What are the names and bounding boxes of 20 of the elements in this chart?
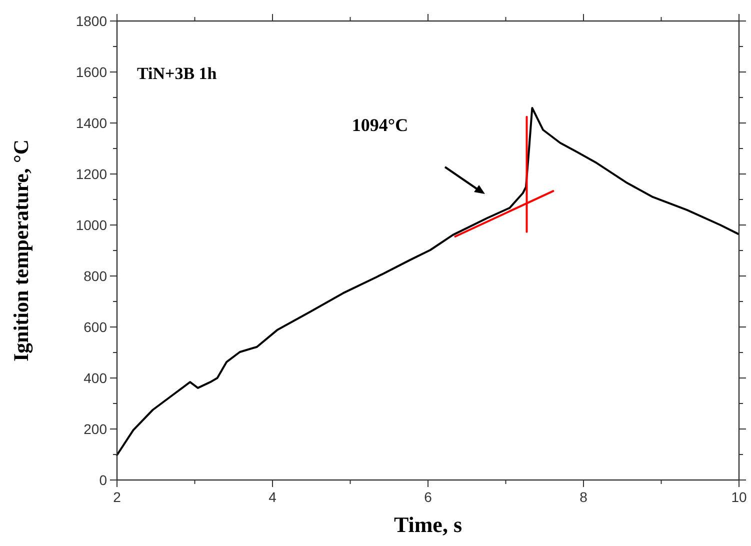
x-tick-label: 10 [731, 489, 747, 505]
y-tick-label: 400 [84, 370, 108, 386]
y-axis-title: Ignition temperature, °C [9, 139, 33, 362]
annotation: 1094°C [352, 115, 408, 135]
annotation: TiN+3B 1h [137, 64, 218, 83]
y-tick-label: 1600 [76, 64, 108, 80]
y-tick-label: 1200 [76, 166, 108, 182]
line-series [116, 106, 740, 456]
y-tick-label: 1000 [76, 217, 108, 233]
x-tick-label: 2 [113, 489, 122, 505]
y-tick-label: 1400 [76, 115, 108, 131]
y-tick-label: 0 [99, 472, 108, 488]
x-tick-label: 4 [268, 489, 277, 505]
y-tick-label: 800 [84, 268, 108, 284]
y-tick-label: 600 [84, 319, 108, 335]
x-axis-title: Time, s [394, 512, 462, 537]
y-tick-label: 200 [84, 421, 108, 437]
y-tick-label: 1800 [76, 13, 108, 29]
x-tick-label: 6 [424, 489, 432, 505]
x-tick-label: 8 [580, 489, 588, 505]
